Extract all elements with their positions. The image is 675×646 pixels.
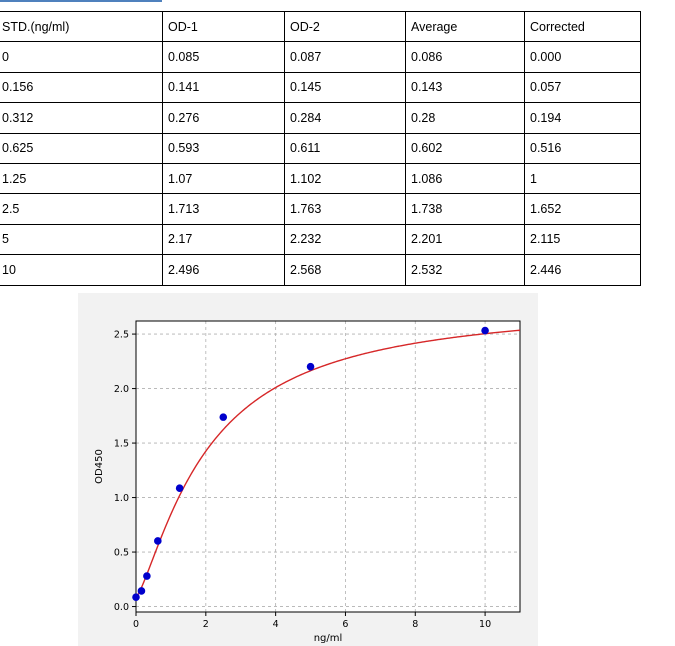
fit-curve-line	[136, 329, 520, 598]
table-cell: 0.086	[405, 41, 525, 73]
plot-frame	[135, 320, 521, 613]
data-point	[175, 484, 184, 492]
table-cell: 1.25	[0, 162, 163, 195]
table-cell: 0.611	[284, 132, 406, 164]
table-cell: 2.496	[162, 254, 285, 286]
table-cell: 1.102	[284, 162, 406, 195]
table-cell: 10	[0, 254, 163, 286]
table-cell: 1.086	[405, 162, 525, 195]
y-tick-label: 0.5	[114, 548, 129, 559]
table-header-row: STD.(ng/ml) OD-1 OD-2 Average Corrected	[0, 10, 641, 43]
y-tick-label: 2.0	[114, 384, 129, 395]
data-point	[154, 537, 162, 545]
table-cell: 0.145	[284, 71, 406, 104]
table-cell: 1.652	[524, 193, 641, 225]
table-row: 0 0.085 0.087 0.086 0.000	[0, 41, 641, 73]
table-cell: 0.284	[284, 102, 406, 134]
table-cell: 0	[0, 41, 163, 73]
table-cell: 0.312	[0, 102, 163, 134]
chart-panel: 0 2 4 6 8 10 0.0 0.5 1.0 1.5 2.0 2.5 ng/ml OD450	[78, 293, 538, 646]
x-axis-label: ng/ml	[314, 633, 343, 644]
data-point	[137, 587, 146, 595]
table-cell: 0.276	[162, 102, 285, 134]
x-tick-label: 8	[412, 619, 418, 630]
table-cell: 2.446	[524, 254, 641, 286]
standard-curve-table: STD.(ng/ml) OD-1 OD-2 Average Corrected 0 0.08…	[0, 10, 641, 286]
table-row: 10 2.496 2.568 2.532 2.446	[0, 254, 641, 286]
table-cell: 2.532	[405, 254, 525, 286]
table-cell: 1.763	[284, 193, 406, 225]
data-point	[143, 572, 151, 580]
y-tick-label: 1.0	[114, 493, 129, 504]
table-row: 0.312 0.276 0.284 0.28 0.194	[0, 102, 641, 134]
table-cell: 2.201	[405, 223, 525, 256]
data-point	[306, 362, 315, 371]
table-row: 0.156 0.141 0.145 0.143 0.057	[0, 71, 641, 104]
table-cell: 5	[0, 223, 163, 256]
y-tick-label: 1.5	[114, 439, 129, 450]
table-cell: 1.738	[405, 193, 525, 225]
table-cell: 1.713	[162, 193, 285, 225]
x-tick-label: 6	[342, 619, 348, 630]
y-tick-label: 2.5	[114, 330, 129, 341]
table-cell: 0.143	[405, 71, 525, 104]
table-cell: 0.194	[524, 102, 641, 134]
table-cell: 0.625	[0, 132, 163, 164]
table-cell: 0.141	[162, 71, 285, 104]
x-tick-label: 10	[479, 619, 491, 630]
table-cell: 2.115	[524, 223, 641, 256]
y-tick-label: 0.0	[114, 602, 129, 613]
table-header-cell: Average	[405, 10, 525, 43]
table-row: 0.625 0.593 0.611 0.602 0.516	[0, 132, 641, 164]
table-cell: 0.516	[524, 132, 641, 164]
x-tick-label: 0	[133, 619, 139, 630]
data-point	[219, 413, 228, 421]
table-cell: 1.07	[162, 162, 285, 195]
x-tick-label: 4	[273, 619, 279, 630]
table-cell: 2.17	[162, 223, 285, 256]
table-cell: 0.156	[0, 71, 163, 104]
x-tick-label: 2	[203, 619, 209, 630]
table-header-cell: STD.(ng/ml)	[0, 10, 163, 43]
plot-area	[136, 321, 520, 612]
table-cell: 0.057	[524, 71, 641, 104]
table-cell: 2.568	[284, 254, 406, 286]
table-row: 2.5 1.713 1.763 1.738 1.652	[0, 193, 641, 225]
table-cell: 0.000	[524, 41, 641, 73]
table-cell: 0.593	[162, 132, 285, 164]
y-axis-label: OD450	[94, 449, 105, 484]
table-cell: 0.28	[405, 102, 525, 134]
table-header-cell: OD-2	[284, 10, 406, 43]
table-cell: 2.232	[284, 223, 406, 256]
table-cell: 2.5	[0, 193, 163, 225]
table-cell: 0.602	[405, 132, 525, 164]
standard-curve-chart: 0 2 4 6 8 10 0.0 0.5 1.0 1.5 2.0 2.5 ng/ml OD450	[94, 320, 521, 644]
top-decorative-line	[0, 0, 162, 2]
data-point	[132, 593, 140, 601]
table-header-cell: Corrected	[524, 10, 641, 43]
data-point	[481, 326, 489, 335]
table-cell: 1	[524, 162, 641, 195]
table-row: 5 2.17 2.232 2.201 2.115	[0, 223, 641, 256]
table-header-cell: OD-1	[162, 10, 285, 43]
table-cell: 0.085	[162, 41, 285, 73]
table-cell: 0.087	[284, 41, 406, 73]
table-row: 1.25 1.07 1.102 1.086 1	[0, 162, 641, 195]
